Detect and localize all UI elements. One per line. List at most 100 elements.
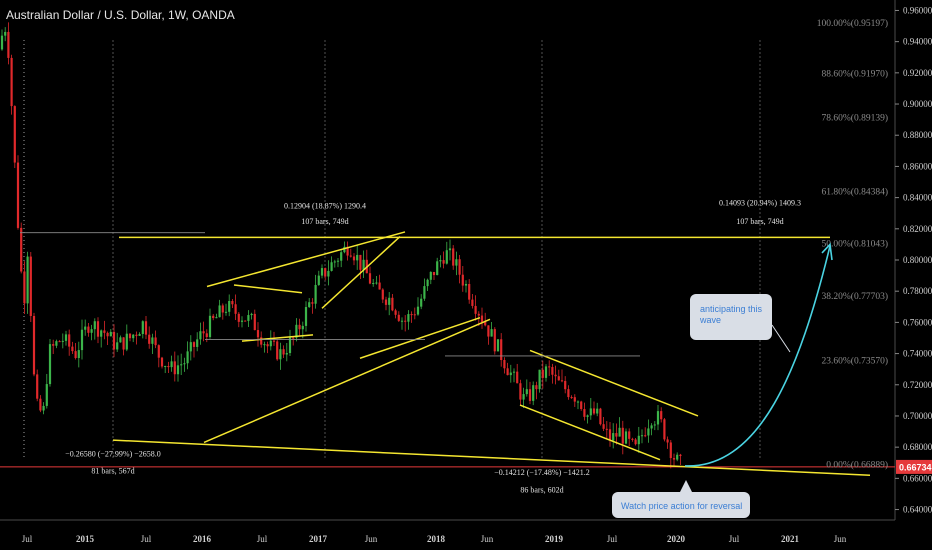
candle-body bbox=[343, 246, 346, 253]
x-tick-label: Jul bbox=[607, 534, 618, 544]
candle-body bbox=[324, 268, 327, 277]
y-tick-label: 0.68000 bbox=[903, 442, 932, 452]
candle-body bbox=[250, 313, 253, 316]
candle-body bbox=[490, 329, 493, 337]
candle-body bbox=[388, 297, 391, 305]
candle-body bbox=[400, 320, 404, 322]
candle-body bbox=[557, 376, 560, 381]
candle-body bbox=[48, 344, 52, 385]
candle-body bbox=[84, 326, 87, 330]
callout-pointer bbox=[771, 324, 791, 353]
candle-body bbox=[4, 31, 7, 36]
candle-body bbox=[96, 321, 100, 337]
candle-body bbox=[404, 320, 407, 322]
measurement-value: 0.14093 (20.94%) 1409.3 bbox=[719, 198, 801, 207]
candle-body bbox=[192, 342, 196, 347]
candle-body bbox=[640, 435, 644, 437]
candle-body bbox=[125, 333, 128, 350]
candle-body bbox=[426, 279, 429, 287]
x-tick-label: Jun bbox=[834, 534, 847, 544]
candle-body bbox=[256, 330, 260, 338]
candle-body bbox=[164, 366, 167, 368]
candle-body bbox=[650, 425, 653, 429]
candle-body bbox=[605, 428, 608, 430]
candle-body bbox=[349, 255, 352, 257]
measurement-bars: 86 bars, 602d bbox=[520, 485, 563, 494]
candle-body bbox=[336, 260, 340, 262]
candle-body bbox=[340, 252, 343, 261]
candle-body bbox=[311, 302, 314, 304]
candle-body bbox=[106, 332, 109, 337]
x-tick-label: Jul bbox=[729, 534, 740, 544]
callout-text: anticipating this bbox=[700, 304, 763, 314]
candle-body bbox=[304, 307, 308, 326]
candle-body bbox=[471, 299, 474, 306]
trend-line bbox=[203, 318, 491, 444]
candle-body bbox=[119, 337, 122, 343]
projected-wave-curve bbox=[684, 245, 831, 467]
y-tick-label: 0.96000 bbox=[903, 5, 932, 15]
candle-body bbox=[109, 331, 112, 337]
x-tick-label: Jul bbox=[141, 534, 152, 544]
candle-body bbox=[538, 369, 541, 390]
candle-body bbox=[496, 339, 500, 352]
candle-body bbox=[26, 256, 29, 304]
fib-level-label: 78.60%(0.89139) bbox=[822, 112, 889, 123]
y-tick-label: 0.78000 bbox=[903, 286, 932, 296]
trend-line bbox=[112, 439, 871, 476]
y-tick-label: 0.86000 bbox=[903, 161, 932, 171]
candle-body bbox=[599, 408, 602, 425]
candle-body bbox=[205, 333, 208, 338]
candle-body bbox=[375, 282, 378, 284]
fib-level-label: 88.60%(0.91970) bbox=[822, 68, 889, 79]
candle-body bbox=[122, 337, 125, 350]
candle-body bbox=[544, 366, 548, 378]
candle-body bbox=[384, 299, 388, 305]
candle-body bbox=[144, 321, 148, 335]
candle-body bbox=[672, 458, 676, 460]
candle-body bbox=[567, 389, 570, 398]
candle-body bbox=[320, 268, 324, 276]
candle-body bbox=[391, 297, 394, 311]
y-tick-label: 0.92000 bbox=[903, 68, 932, 78]
candle-body bbox=[301, 325, 304, 330]
candle-body bbox=[448, 248, 452, 251]
candle-body bbox=[244, 320, 247, 322]
candle-body bbox=[272, 340, 276, 342]
candle-body bbox=[45, 384, 48, 406]
candle-body bbox=[500, 339, 503, 361]
candle-body bbox=[484, 322, 487, 326]
candle-body bbox=[221, 305, 224, 313]
x-tick-label: Jun bbox=[365, 534, 378, 544]
candle-body bbox=[461, 274, 464, 286]
candle-body bbox=[330, 262, 333, 271]
y-tick-label: 0.72000 bbox=[903, 380, 932, 390]
candle-body bbox=[628, 431, 631, 439]
candle-body bbox=[455, 259, 458, 266]
candle-body bbox=[13, 106, 16, 163]
fib-level-label: 23.60%(0.73570) bbox=[822, 355, 889, 366]
candle-body bbox=[260, 337, 263, 345]
candle-body bbox=[519, 383, 522, 400]
current-price-badge bbox=[896, 459, 932, 474]
measurement-bars: 81 bars, 567d bbox=[91, 467, 134, 476]
candle-body bbox=[525, 389, 528, 395]
candle-body bbox=[637, 435, 640, 445]
y-tick-label: 0.90000 bbox=[903, 99, 932, 109]
candle-body bbox=[621, 427, 624, 444]
candle-body bbox=[458, 259, 461, 275]
candle-body bbox=[487, 325, 490, 337]
x-tick-label: 2016 bbox=[193, 534, 212, 544]
candle-body bbox=[535, 385, 538, 390]
candle-body bbox=[516, 371, 519, 384]
candle-body bbox=[32, 315, 36, 375]
candle-body bbox=[298, 324, 301, 330]
candle-body bbox=[506, 368, 509, 376]
candle-body bbox=[407, 314, 410, 322]
candle-body bbox=[282, 349, 285, 355]
x-tick-label: 2019 bbox=[545, 534, 564, 544]
measurement-bars: 107 bars, 749d bbox=[301, 217, 348, 226]
callout-box bbox=[612, 492, 750, 518]
candle-body bbox=[234, 304, 237, 314]
candle-body bbox=[87, 326, 90, 333]
